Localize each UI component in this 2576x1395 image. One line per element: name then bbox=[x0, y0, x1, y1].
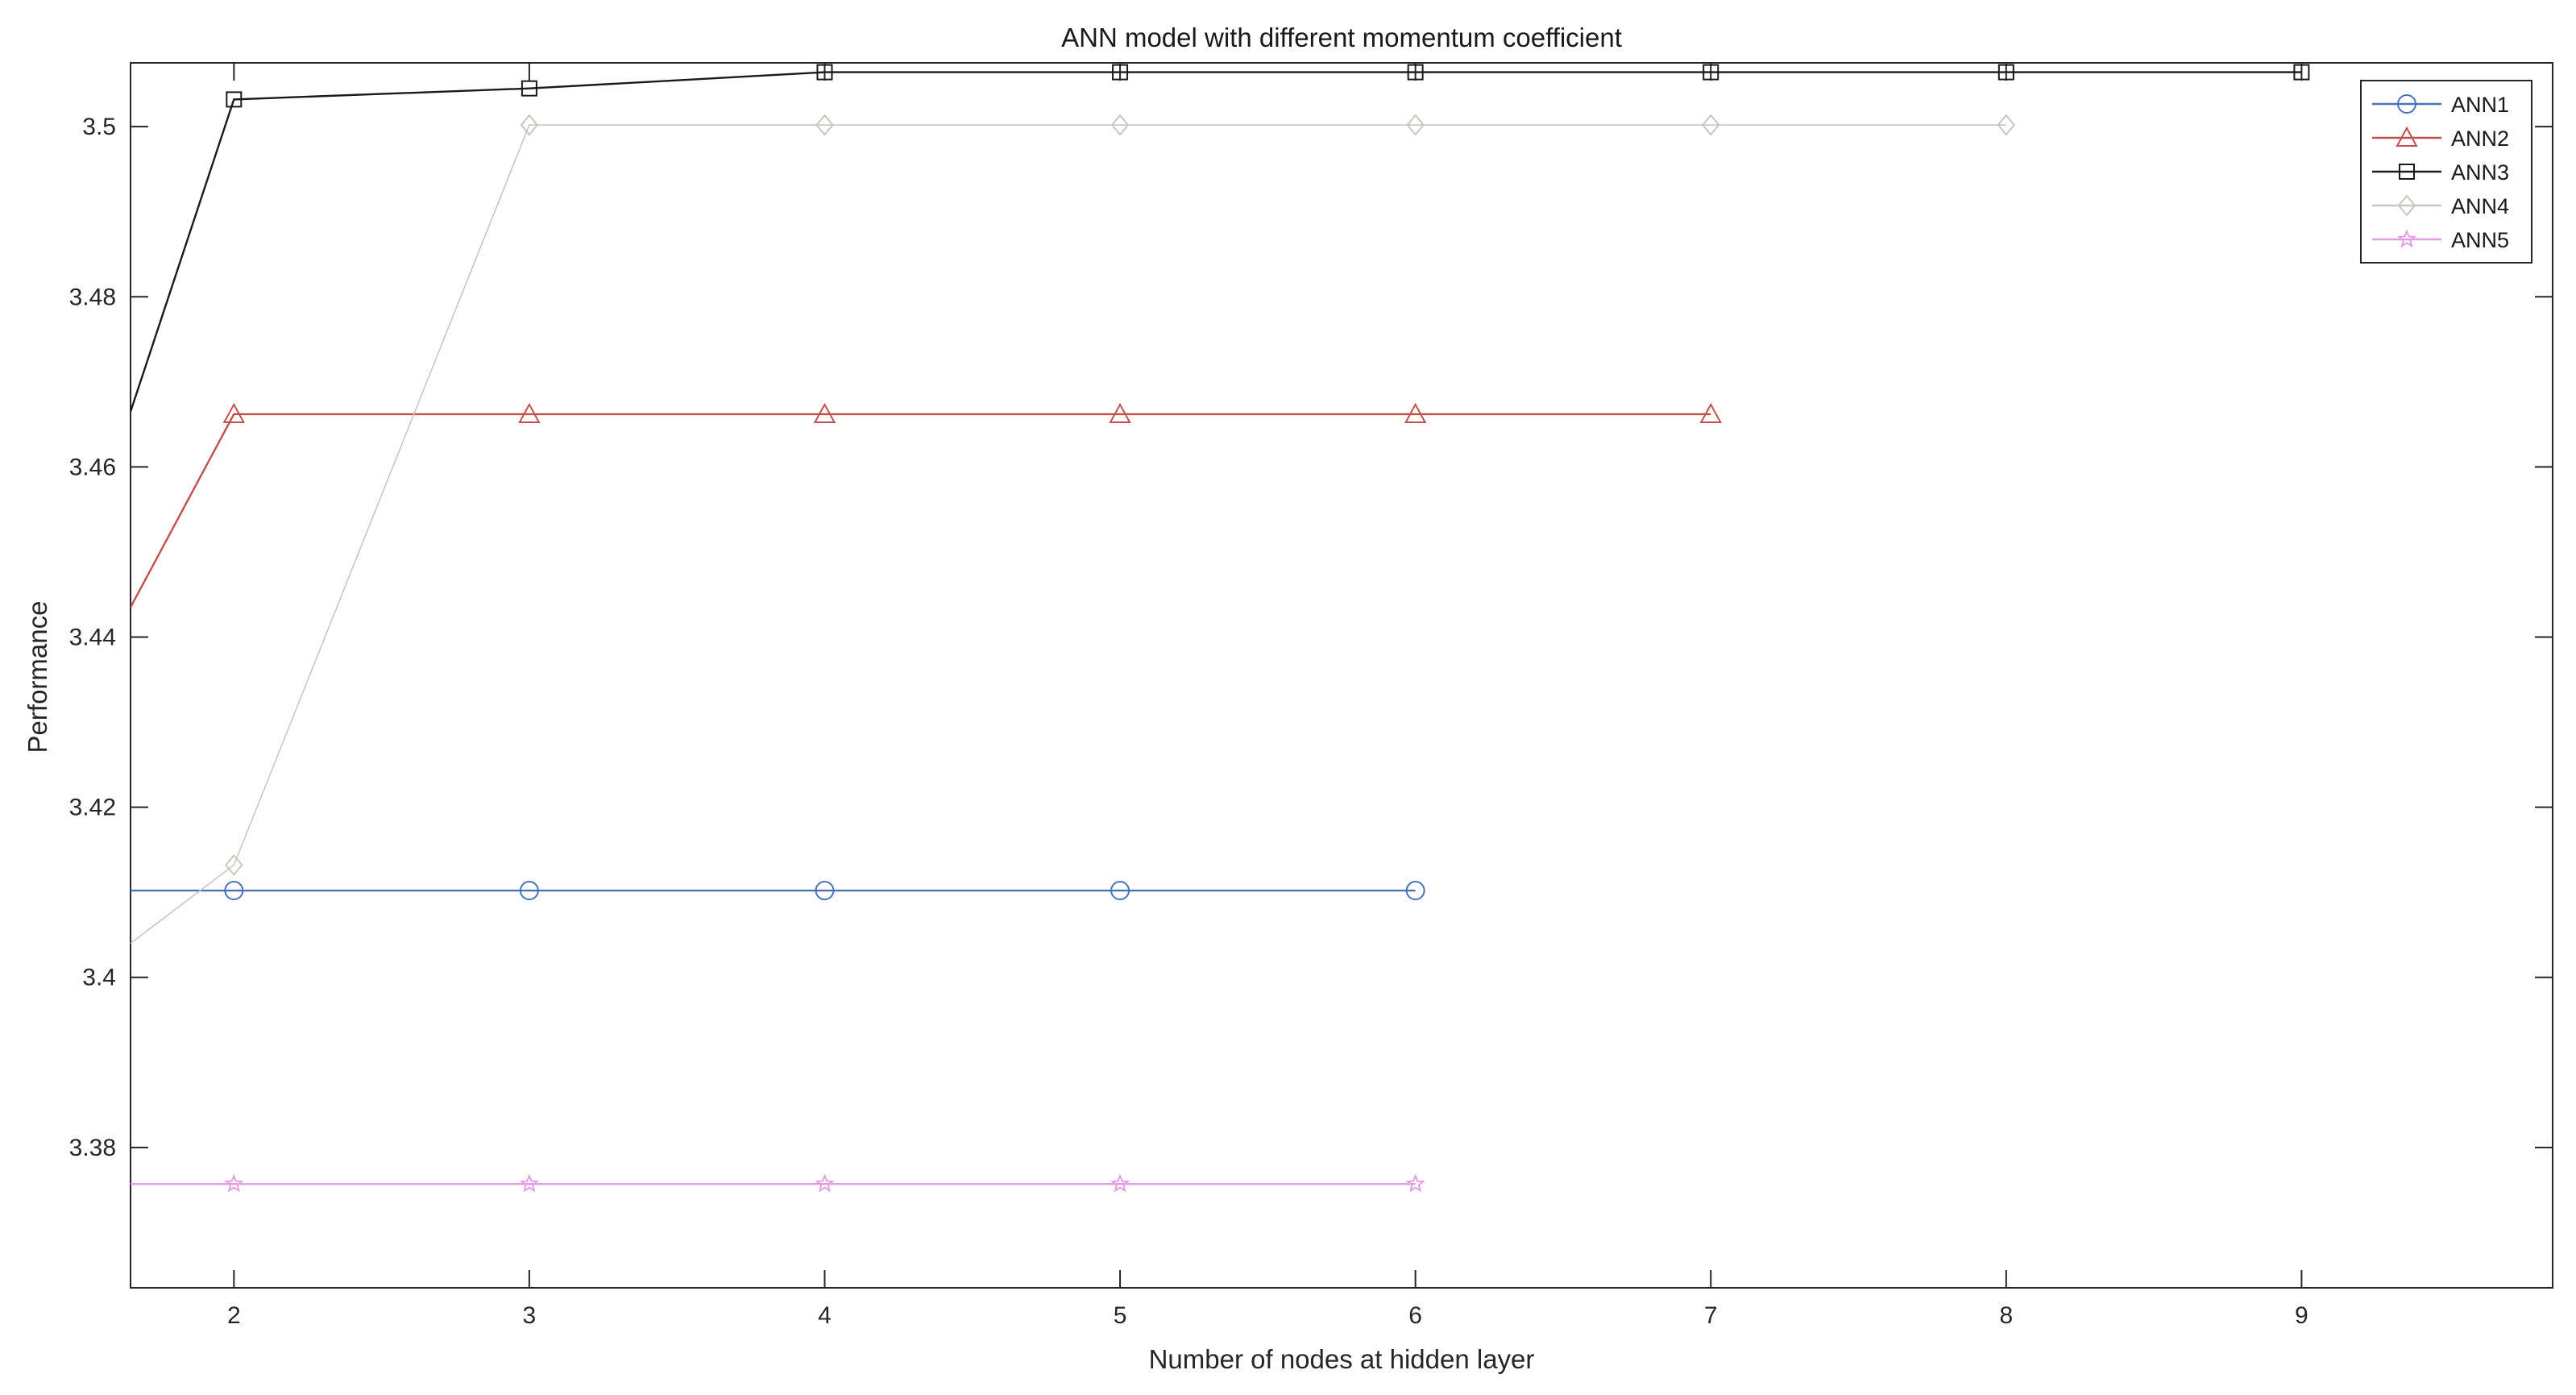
x-tick-label: 6 bbox=[1408, 1302, 1422, 1329]
series-marker-ann3 bbox=[521, 80, 537, 97]
legend-marker-ann3 bbox=[2399, 164, 2415, 180]
series-marker-ann4 bbox=[1406, 114, 1425, 136]
series-marker-ann3 bbox=[1997, 64, 2014, 81]
legend-marker-ann1 bbox=[2397, 94, 2416, 114]
series-marker-ann4 bbox=[1701, 114, 1720, 136]
y-tick-label: 3.42 bbox=[69, 795, 116, 821]
series-marker-ann1 bbox=[1405, 881, 1425, 901]
legend-marker-ann4 bbox=[2397, 194, 2416, 217]
y-axis-title: Performance bbox=[23, 601, 52, 754]
series-marker-ann5 bbox=[519, 1173, 539, 1193]
series-line-ann4 bbox=[131, 124, 2006, 945]
x-tick-label: 5 bbox=[1114, 1302, 1127, 1329]
series-marker-ann4 bbox=[815, 114, 834, 136]
series-marker-ann5 bbox=[815, 1173, 835, 1193]
series-marker-ann3 bbox=[2293, 64, 2310, 81]
series-marker-ann4 bbox=[1997, 114, 2016, 136]
y-tick-label: 3.44 bbox=[69, 625, 116, 651]
series-marker-ann2 bbox=[813, 402, 836, 423]
series-line-ann3 bbox=[131, 71, 2302, 413]
series-marker-ann3 bbox=[1112, 64, 1129, 81]
y-tick-label: 3.48 bbox=[69, 284, 116, 310]
series-marker-ann4 bbox=[225, 853, 243, 876]
series-marker-ann5 bbox=[1110, 1173, 1130, 1193]
series-marker-ann3 bbox=[1703, 64, 1719, 81]
series-marker-ann2 bbox=[1699, 402, 1722, 423]
legend-marker-ann2 bbox=[2396, 126, 2418, 147]
series-marker-ann2 bbox=[222, 402, 245, 423]
x-tick-label: 3 bbox=[523, 1302, 537, 1329]
series-marker-ann3 bbox=[1407, 64, 1424, 81]
series-marker-ann1 bbox=[1110, 881, 1130, 901]
legend-marker-ann5 bbox=[2397, 229, 2416, 248]
series-marker-ann1 bbox=[815, 881, 835, 901]
y-tick-label: 3.5 bbox=[82, 114, 116, 140]
legend-label-ann2: ANN2 bbox=[2451, 127, 2509, 151]
series-marker-ann5 bbox=[224, 1173, 244, 1193]
y-tick-label: 3.4 bbox=[82, 965, 116, 991]
axes-box bbox=[130, 62, 2553, 1289]
x-axis-title: Number of nodes at hidden layer bbox=[1149, 1344, 1535, 1374]
series-marker-ann3 bbox=[226, 91, 243, 108]
series-marker-ann1 bbox=[224, 881, 244, 901]
series-marker-ann4 bbox=[1110, 114, 1130, 136]
series-marker-ann2 bbox=[1109, 402, 1131, 423]
legend-label-ann3: ANN3 bbox=[2451, 160, 2509, 185]
x-tick-label: 7 bbox=[1704, 1302, 1718, 1329]
series-marker-ann4 bbox=[520, 114, 539, 136]
series-marker-ann3 bbox=[816, 64, 833, 81]
x-tick-label: 9 bbox=[2295, 1302, 2308, 1329]
series-marker-ann5 bbox=[1405, 1173, 1425, 1193]
chart-title: ANN model with different momentum coeffi… bbox=[1061, 23, 1622, 52]
series-line-ann2 bbox=[131, 413, 1711, 608]
x-tick-label: 4 bbox=[818, 1302, 832, 1329]
x-tick-label: 2 bbox=[227, 1302, 241, 1329]
series-marker-ann2 bbox=[1404, 402, 1427, 423]
plot-area: 2 3 4 5 6 7 8 9 3.38 3.4 3.42 3.44 3.46 3.48 3.5 bbox=[69, 62, 2553, 1329]
legend-label-ann4: ANN4 bbox=[2451, 194, 2509, 218]
legend: ANN1 ANN2 ANN3 ANN4 ANN5 bbox=[2360, 80, 2532, 264]
legend-label-ann1: ANN1 bbox=[2451, 93, 2509, 117]
x-tick-label: 8 bbox=[1999, 1302, 2013, 1329]
y-tick-label: 3.46 bbox=[69, 454, 116, 480]
series-marker-ann2 bbox=[518, 402, 541, 423]
y-tick-label: 3.38 bbox=[69, 1135, 116, 1161]
legend-label-ann5: ANN5 bbox=[2451, 228, 2509, 252]
series-marker-ann1 bbox=[519, 881, 539, 901]
